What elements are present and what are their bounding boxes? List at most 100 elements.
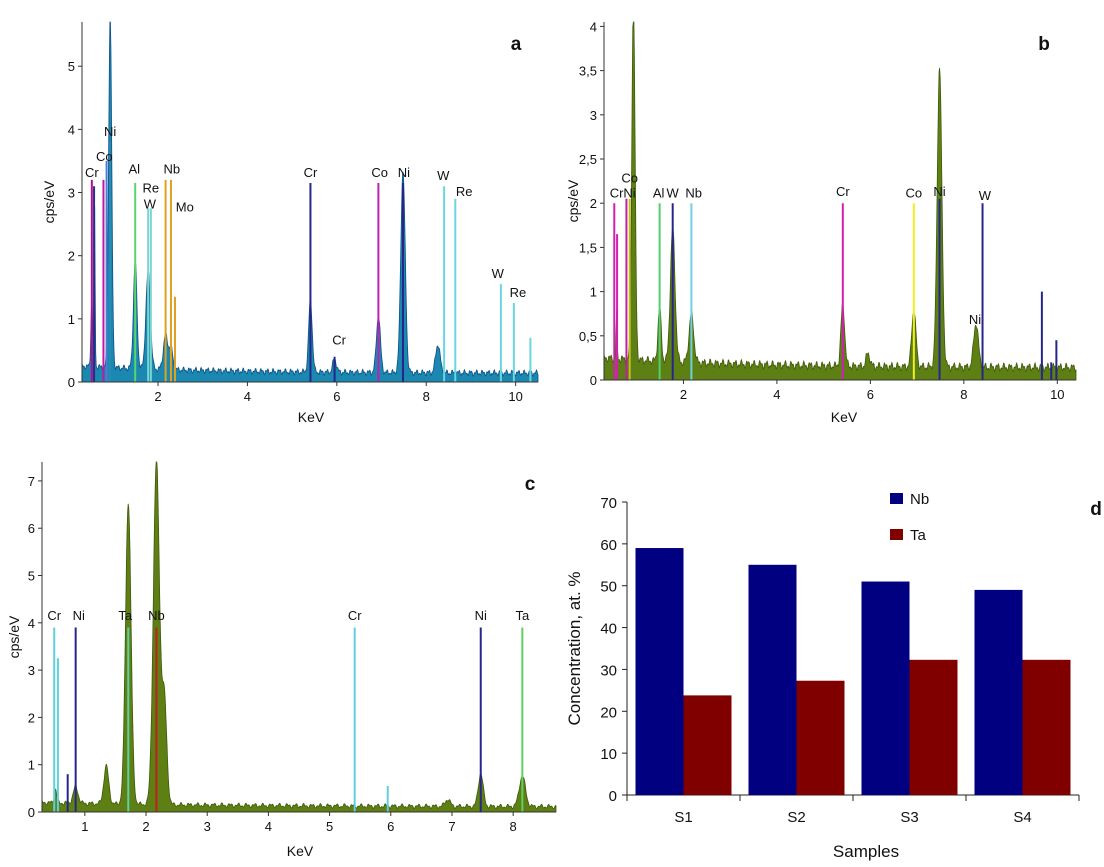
x-tick-label: S3: [900, 809, 918, 826]
bar-panel-d: 0 10 20 30 40 50 60 70 S1 S2 S3 S4 Nb Ta Samples Concen…: [560, 440, 1104, 867]
bar-nb-s4: [974, 589, 1023, 795]
element-label: Ni: [398, 165, 410, 180]
bar-ta-s1: [683, 695, 732, 795]
x-tick-label: 8: [423, 389, 430, 404]
y-tick-label: 3: [28, 663, 35, 678]
y-tick-label: 2,5: [579, 152, 597, 167]
y-tick-label: 0: [590, 373, 597, 388]
panel-letter: b: [1038, 34, 1050, 55]
x-tick-label: S4: [1013, 809, 1031, 826]
x-tick-label: 5: [326, 819, 333, 834]
element-label: Nb: [685, 186, 702, 201]
y-tick-label: 30: [600, 662, 617, 679]
x-tick-label: S2: [787, 809, 805, 826]
x-tick-label: 4: [265, 819, 272, 834]
element-label: W: [667, 186, 680, 201]
element-label: Al: [653, 186, 665, 201]
panel-letter: a: [511, 34, 522, 55]
x-tick-label: 6: [333, 389, 340, 404]
y-tick-label: 4: [590, 19, 597, 34]
y-tick-label: 1: [590, 285, 597, 300]
element-label: Cr: [85, 165, 99, 180]
x-axis-title: KeV: [831, 409, 858, 425]
element-label: Ta: [515, 608, 530, 623]
element-label: Re: [456, 184, 473, 199]
y-axis-title: cps/eV: [565, 179, 581, 222]
legend-label: Nb: [910, 491, 929, 508]
element-label: Re: [510, 285, 527, 300]
y-tick-label: 1,5: [579, 240, 597, 255]
element-label: Ta: [118, 608, 133, 623]
element-label: W: [144, 196, 157, 211]
y-tick-label: 5: [28, 569, 35, 584]
y-axis-title: cps/eV: [41, 180, 57, 223]
panel-letter: c: [525, 474, 536, 495]
element-label: W: [492, 266, 505, 281]
element-label: W: [437, 168, 450, 183]
x-tick-label: 7: [448, 819, 455, 834]
y-tick-label: 5: [68, 59, 75, 74]
element-label: Ni: [969, 312, 981, 327]
y-tick-label: 1: [28, 758, 35, 773]
x-tick-label: 2: [142, 819, 149, 834]
bar-nb-s3: [861, 581, 910, 795]
y-tick-label: 3: [590, 108, 597, 123]
element-label: Ni: [933, 184, 945, 199]
bar-ta-s2: [796, 680, 845, 795]
y-tick-label: 3,5: [579, 64, 597, 79]
y-tick-label: 20: [600, 704, 617, 721]
x-tick-label: S1: [674, 809, 692, 826]
y-tick-label: 4: [68, 122, 75, 137]
spectrum-panel-b: 2 4 6 8 10 0 0,5 1 1,5 2 2,5 3 3,5 4 Co CrNi Al W Nb Cr Co Ni…: [560, 0, 1104, 430]
y-tick-label: 3: [68, 186, 75, 201]
element-label: Nb: [164, 162, 181, 177]
x-axis-title: KeV: [287, 843, 314, 859]
x-tick-label: 1: [81, 819, 88, 834]
spectrum-panel-c: 1 2 3 4 5 6 7 8 0 1 2 3 4 5 6 7 Cr Ni Ta Nb Cr Ni Ta KeV cps/eV c: [0, 440, 560, 867]
x-tick-label: 8: [510, 819, 517, 834]
x-tick-label: 8: [960, 387, 967, 402]
spectrum-area: [603, 21, 1077, 381]
element-label: Cr: [332, 332, 346, 347]
element-label: Co: [371, 165, 388, 180]
element-label: Mo: [176, 200, 194, 215]
concentration-bar-chart: 0 10 20 30 40 50 60 70 S1 S2 S3 S4 Nb Ta Samples Concen…: [565, 491, 1102, 861]
y-tick-label: 4: [28, 616, 35, 631]
element-label: Cr: [304, 165, 318, 180]
y-tick-label: 2: [590, 196, 597, 211]
y-tick-label: 50: [600, 579, 617, 596]
element-label: Co: [96, 149, 113, 164]
x-tick-label: 2: [154, 389, 161, 404]
x-tick-label: 6: [867, 387, 874, 402]
bar-ta-s4: [1022, 659, 1071, 795]
element-label: CrNi: [610, 186, 636, 201]
x-tick-label: 3: [204, 819, 211, 834]
y-tick-label: 1: [68, 312, 75, 327]
element-label: Cr: [47, 608, 61, 623]
y-tick-label: 0,5: [579, 329, 597, 344]
x-tick-label: 4: [244, 389, 251, 404]
spectrum-panel-a: 2 4 6 8 10 0 1 2 3 4 5 Ni Co Cr Al Re Nb W Mo Cr Cr Co Ni W Re W R…: [0, 0, 560, 430]
y-axis-title: cps/eV: [6, 615, 22, 658]
y-tick-label: 0: [68, 375, 75, 390]
bar-ta-s3: [909, 659, 958, 795]
spectrum-c-chart: 1 2 3 4 5 6 7 8 0 1 2 3 4 5 6 7 Cr Ni Ta Nb Cr Ni Ta KeV cps/eV c: [6, 461, 557, 859]
element-label: Cr: [836, 184, 850, 199]
element-label: Re: [143, 181, 160, 196]
spectrum-area: [41, 461, 557, 813]
element-label: Cr: [348, 608, 362, 623]
y-tick-label: 0: [609, 788, 617, 805]
legend-swatch: [890, 493, 903, 504]
element-label: W: [979, 188, 992, 203]
y-tick-label: 2: [68, 249, 75, 264]
x-tick-label: 2: [680, 387, 687, 402]
element-label: Ni: [475, 608, 487, 623]
legend-label: Ta: [910, 527, 927, 544]
y-tick-label: 6: [28, 521, 35, 536]
y-tick-label: 0: [28, 805, 35, 820]
element-label: Ni: [73, 608, 85, 623]
x-tick-label: 10: [508, 389, 522, 404]
x-axis-title: KeV: [298, 409, 325, 425]
y-tick-label: 7: [28, 474, 35, 489]
